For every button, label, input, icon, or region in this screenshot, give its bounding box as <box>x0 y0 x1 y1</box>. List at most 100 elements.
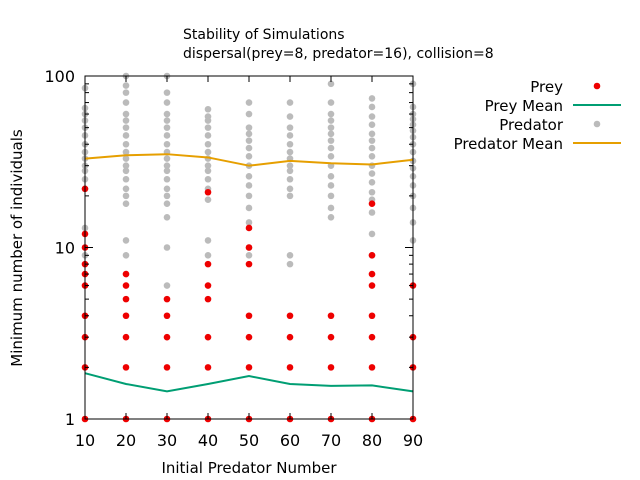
predator-point <box>327 204 335 212</box>
predator-point <box>368 95 376 102</box>
prey-point <box>245 312 253 320</box>
predator-point <box>327 182 335 189</box>
predator-point <box>286 113 294 120</box>
legend-label-predator-mean: Predator Mean <box>454 135 563 153</box>
predator-point <box>122 252 130 259</box>
x-tick-label: 70 <box>321 431 341 450</box>
predator-point <box>122 167 130 175</box>
predator-point <box>286 148 294 156</box>
predator-point <box>163 110 171 118</box>
predator-point <box>245 173 253 180</box>
predator-point <box>368 178 376 186</box>
prey-point <box>245 364 253 371</box>
predator-point <box>327 192 335 200</box>
predator-point <box>368 153 376 160</box>
predator-point <box>327 80 335 88</box>
predator-point <box>286 162 294 169</box>
prey-point <box>163 295 171 303</box>
predator-point <box>286 167 294 175</box>
predator-point <box>327 99 335 106</box>
y-axis-title: Minimum number of individuals <box>8 129 26 367</box>
predator-point <box>204 148 212 156</box>
predator-point <box>122 155 130 162</box>
predator-point <box>122 162 130 169</box>
predator-point <box>163 214 171 221</box>
prey-point <box>368 270 376 278</box>
predator-point <box>368 113 376 120</box>
predator-point <box>245 124 253 131</box>
prey-point <box>368 282 376 289</box>
predator-point <box>286 192 294 200</box>
prey-point <box>122 364 130 371</box>
predator-point <box>122 89 130 96</box>
predator-point <box>327 110 335 118</box>
predator-point <box>204 167 212 175</box>
y-tick-label: 100 <box>44 67 75 86</box>
legend-label-predator: Predator <box>499 116 564 134</box>
predator-point <box>327 144 335 152</box>
chart-subtitle: dispersal(prey=8, predator=16), collisio… <box>183 46 494 62</box>
predator-point <box>368 230 376 238</box>
prey-point <box>122 312 130 320</box>
predator-point <box>204 162 212 169</box>
x-tick-label: 10 <box>75 431 95 450</box>
prey-point <box>204 295 212 303</box>
prey-point <box>122 282 130 289</box>
predator-point <box>286 185 294 193</box>
predator-point <box>245 252 253 259</box>
predator-point <box>245 144 253 152</box>
predator-point <box>245 110 253 118</box>
predator-point <box>286 124 294 131</box>
x-tick-label: 80 <box>362 431 382 450</box>
predator-point <box>163 89 171 96</box>
predator-point <box>163 99 171 106</box>
prey-point <box>286 364 294 371</box>
x-tick-label: 50 <box>239 431 259 450</box>
predator-point <box>163 167 171 175</box>
prey-point <box>204 364 212 371</box>
predator-point <box>122 140 130 148</box>
predator-point <box>327 130 335 138</box>
predator-point <box>163 200 171 208</box>
predator-point <box>122 110 130 118</box>
prey-point <box>122 295 130 303</box>
predator-point <box>204 175 212 183</box>
predator-point <box>286 140 294 148</box>
predator-point <box>204 113 212 120</box>
prey-point <box>204 188 212 196</box>
predator-point <box>163 192 171 200</box>
predator-point <box>163 140 171 148</box>
prey-point <box>327 312 335 320</box>
predator-point <box>245 137 253 144</box>
x-tick-label: 40 <box>198 431 218 450</box>
prey-point <box>122 333 130 341</box>
predator-point <box>368 188 376 196</box>
predator-point <box>204 196 212 203</box>
predator-point <box>204 237 212 244</box>
x-axis-title: Initial Predator Number <box>161 459 337 477</box>
predator-point <box>286 132 294 139</box>
predator-point <box>122 237 130 244</box>
legend-marker-predator <box>593 120 601 128</box>
predator-point <box>286 175 294 183</box>
prey-point <box>327 364 335 371</box>
legend-label-prey: Prey <box>530 78 563 96</box>
predator-point <box>163 185 171 193</box>
x-tick-label: 30 <box>157 431 177 450</box>
prey-point <box>368 200 376 208</box>
predator-point <box>245 153 253 160</box>
plot-marks <box>81 72 417 423</box>
predator-point <box>204 124 212 131</box>
prey-point <box>204 260 212 268</box>
x-tick-label: 90 <box>403 431 423 450</box>
predator-point <box>163 282 171 289</box>
predator-point <box>204 105 212 113</box>
prey-point <box>245 224 253 232</box>
predator-point <box>122 117 130 124</box>
predator-point <box>368 209 376 216</box>
y-tick-label: 1 <box>65 410 75 429</box>
prey-point <box>368 364 376 371</box>
predator-point <box>327 124 335 131</box>
predator-point <box>204 252 212 259</box>
legend-marker-prey <box>593 82 601 90</box>
